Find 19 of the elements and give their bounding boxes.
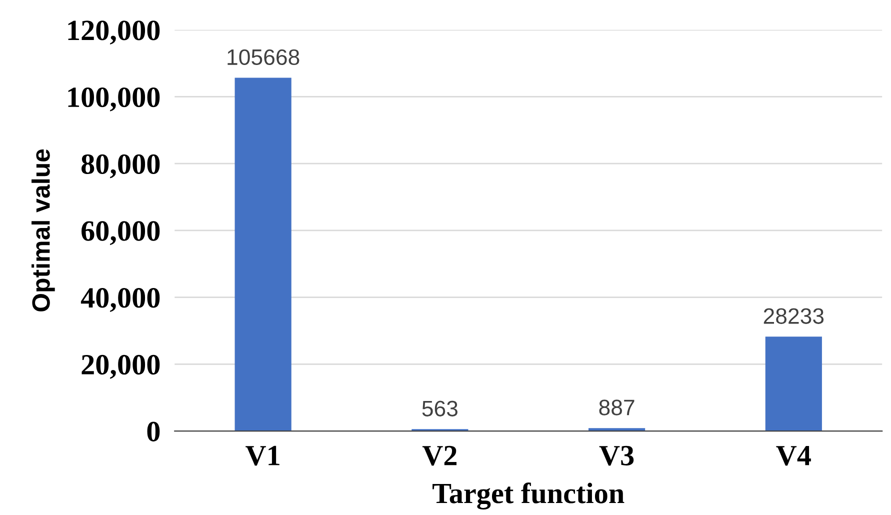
data-label: 105668 (228, 49, 300, 66)
bar (765, 336, 822, 432)
data-label: 28233 (764, 308, 824, 324)
y-tick-label: 20,000 (82, 354, 160, 379)
y-axis-title: Optimal value (32, 149, 55, 312)
y-tick-label: 80,000 (82, 154, 160, 178)
x-tick-label: V4 (776, 446, 811, 466)
y-tick-label: 60,000 (82, 221, 160, 246)
bar (234, 78, 292, 432)
x-tick-label: V1 (246, 446, 280, 466)
y-tick-label: 0 (147, 422, 160, 442)
y-tick-label: 120,000 (68, 20, 160, 45)
x-axis-title: Target function (432, 482, 624, 510)
data-label: 887 (599, 400, 634, 416)
y-tick-label: 40,000 (80, 288, 160, 312)
x-tick-label: V3 (599, 446, 634, 466)
y-tick-label: 100,000 (68, 87, 160, 112)
data-label: 563 (422, 400, 458, 416)
x-tick-label: V2 (422, 446, 456, 466)
